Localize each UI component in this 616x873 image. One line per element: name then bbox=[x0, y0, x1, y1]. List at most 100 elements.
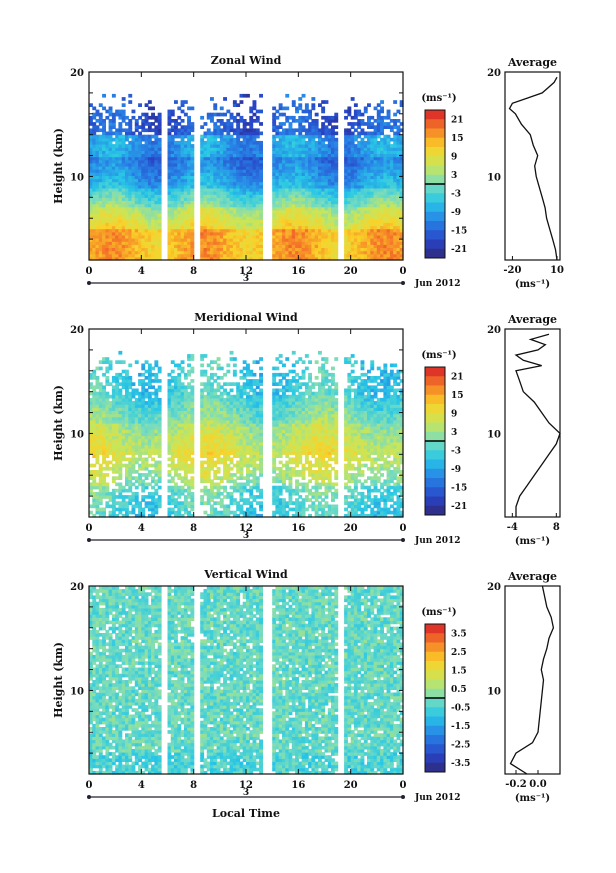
profile-line bbox=[508, 76, 558, 261]
y-tick-label: 20 bbox=[70, 68, 84, 79]
colorbar-tick-label: -15 bbox=[451, 226, 467, 236]
date-label: Jun 2012 bbox=[414, 793, 461, 803]
profile-y-tick-label: 10 bbox=[487, 429, 501, 440]
day-label: 3 bbox=[243, 788, 249, 798]
panel-title: Vertical Wind bbox=[203, 568, 288, 581]
day-line-end bbox=[401, 795, 405, 799]
profile-x-tick-label: -20 bbox=[503, 265, 521, 276]
profile-x-tick-label: -0.2 bbox=[505, 779, 527, 790]
profile-x-tick-label: 10 bbox=[550, 265, 564, 276]
colorbar-tick-label: -15 bbox=[451, 483, 467, 493]
colorbar-tick-label: 1.5 bbox=[451, 666, 467, 676]
x-axis-label: Local Time bbox=[212, 807, 280, 820]
y-axis-label: Height (km) bbox=[52, 385, 65, 461]
day-line-end bbox=[401, 281, 405, 285]
colorbar-tick-label: 0.5 bbox=[451, 685, 467, 695]
heatmap-cells bbox=[89, 93, 404, 261]
x-tick-label: 8 bbox=[190, 523, 197, 534]
profile-frame bbox=[504, 71, 561, 261]
x-tick-label: 20 bbox=[344, 266, 358, 277]
day-label: 3 bbox=[243, 274, 249, 284]
profile-x-tick-label: 0.0 bbox=[529, 779, 546, 790]
day-line-start bbox=[87, 538, 91, 542]
profile-y-tick-label: 20 bbox=[487, 582, 501, 593]
colorbar-tick-label: 9 bbox=[451, 152, 457, 162]
profile-y-tick-label: 10 bbox=[487, 172, 501, 183]
panel-title: Zonal Wind bbox=[211, 54, 282, 67]
colorbar-tick-label: -21 bbox=[451, 245, 467, 255]
profile-title: Average bbox=[507, 313, 557, 326]
y-tick-label: 20 bbox=[70, 325, 84, 336]
colorbar-tick-label: 2.5 bbox=[451, 648, 467, 658]
colorbar-tick-label: 3.5 bbox=[451, 629, 467, 639]
x-tick-label: 12 bbox=[239, 780, 253, 791]
date-label: Jun 2012 bbox=[414, 536, 461, 546]
x-tick-label: 0 bbox=[86, 266, 93, 277]
x-tick-label: 0 bbox=[400, 266, 407, 277]
colorbar-tick-label: -9 bbox=[451, 208, 461, 218]
y-tick-label: 10 bbox=[70, 172, 84, 183]
profile-y-tick-label: 20 bbox=[487, 325, 501, 336]
day-line-start bbox=[87, 795, 91, 799]
colorbar-tick-label: 9 bbox=[451, 409, 457, 419]
colorbar-unit: (ms⁻¹) bbox=[421, 93, 456, 104]
x-tick-label: 0 bbox=[400, 780, 407, 791]
x-tick-label: 12 bbox=[239, 266, 253, 277]
x-tick-label: 0 bbox=[86, 780, 93, 791]
day-line-start bbox=[87, 281, 91, 285]
x-tick-label: 4 bbox=[138, 523, 145, 534]
y-tick-label: 20 bbox=[70, 582, 84, 593]
day-line-end bbox=[401, 538, 405, 542]
y-axis-label: Height (km) bbox=[52, 128, 65, 204]
profile-x-tick-label: -4 bbox=[507, 522, 518, 533]
profile-line bbox=[514, 333, 561, 517]
profile-title: Average bbox=[507, 570, 557, 583]
x-tick-label: 0 bbox=[86, 523, 93, 534]
y-axis-label: Height (km) bbox=[52, 642, 65, 718]
x-tick-label: 16 bbox=[291, 266, 305, 277]
profile-frame bbox=[504, 585, 561, 775]
colorbar-tick-label: 21 bbox=[451, 115, 464, 125]
profile-title: Average bbox=[507, 56, 557, 69]
x-tick-label: 20 bbox=[344, 523, 358, 534]
x-tick-label: 16 bbox=[291, 780, 305, 791]
colorbar-tick-label: 3 bbox=[451, 171, 457, 181]
panel-title: Meridional Wind bbox=[194, 311, 298, 324]
colorbar-tick-label: -2.5 bbox=[451, 740, 470, 750]
colorbar-tick-label: -3 bbox=[451, 189, 461, 199]
panel-zonal: Zonal Wind 20 10 0 4 8 12 16 20 0 3 Jun 2012 Height … bbox=[52, 54, 564, 290]
profile-frame bbox=[504, 328, 561, 518]
panel-vertical: Vertical Wind 20 10 0 4 8 12 16 20 0 3 Jun 2012 Heig… bbox=[52, 568, 561, 820]
colorbar-tick-label: -3.5 bbox=[451, 759, 470, 769]
colorbar-tick-label: -1.5 bbox=[451, 722, 470, 732]
x-tick-label: 0 bbox=[400, 523, 407, 534]
date-label: Jun 2012 bbox=[414, 279, 461, 289]
colorbar-tick-label: 3 bbox=[451, 428, 457, 438]
heatmap-cells bbox=[89, 586, 404, 775]
x-tick-label: 8 bbox=[190, 780, 197, 791]
profile-y-tick-label: 10 bbox=[487, 686, 501, 697]
colorbar-tick-label: 15 bbox=[451, 391, 464, 401]
colorbar-tick-label: -0.5 bbox=[451, 703, 470, 713]
profile-line bbox=[509, 585, 555, 775]
y-tick-label: 10 bbox=[70, 686, 84, 697]
colorbar-tick-label: -3 bbox=[451, 446, 461, 456]
profile-unit: (ms⁻¹) bbox=[515, 793, 550, 804]
colorbar-unit: (ms⁻¹) bbox=[421, 607, 456, 618]
x-tick-label: 4 bbox=[138, 780, 145, 791]
profile-unit: (ms⁻¹) bbox=[515, 536, 550, 547]
x-tick-label: 4 bbox=[138, 266, 145, 277]
x-tick-label: 12 bbox=[239, 523, 253, 534]
profile-unit: (ms⁻¹) bbox=[515, 279, 550, 290]
heatmap-cells bbox=[89, 350, 404, 518]
x-tick-label: 20 bbox=[344, 780, 358, 791]
day-label: 3 bbox=[243, 531, 249, 541]
x-tick-label: 8 bbox=[190, 266, 197, 277]
profile-x-tick-label: 8 bbox=[553, 522, 560, 533]
x-tick-label: 16 bbox=[291, 523, 305, 534]
colorbar-tick-label: -21 bbox=[451, 502, 467, 512]
colorbar-tick-label: -9 bbox=[451, 465, 461, 475]
colorbar-tick-label: 15 bbox=[451, 134, 464, 144]
panel-meridional: Meridional Wind 20 10 0 4 8 12 16 20 0 3 Jun 2012 He… bbox=[52, 311, 561, 547]
